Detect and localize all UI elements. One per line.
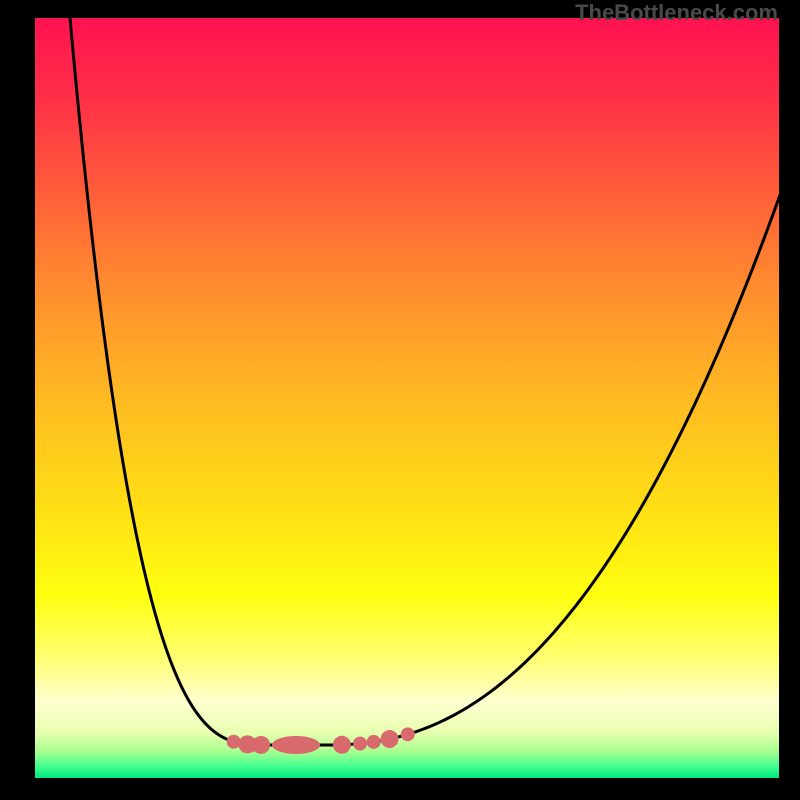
data-point-pill (272, 736, 320, 754)
data-point (353, 737, 367, 751)
chart-frame: TheBottleneck.com (0, 0, 800, 800)
gradient-background (35, 18, 779, 778)
data-point (333, 736, 351, 754)
data-point (252, 736, 270, 754)
data-point (227, 735, 241, 749)
watermark-text: TheBottleneck.com (575, 0, 778, 26)
data-point (401, 727, 415, 741)
data-point (367, 735, 381, 749)
data-point (381, 730, 399, 748)
bottleneck-curve-chart (0, 0, 800, 800)
